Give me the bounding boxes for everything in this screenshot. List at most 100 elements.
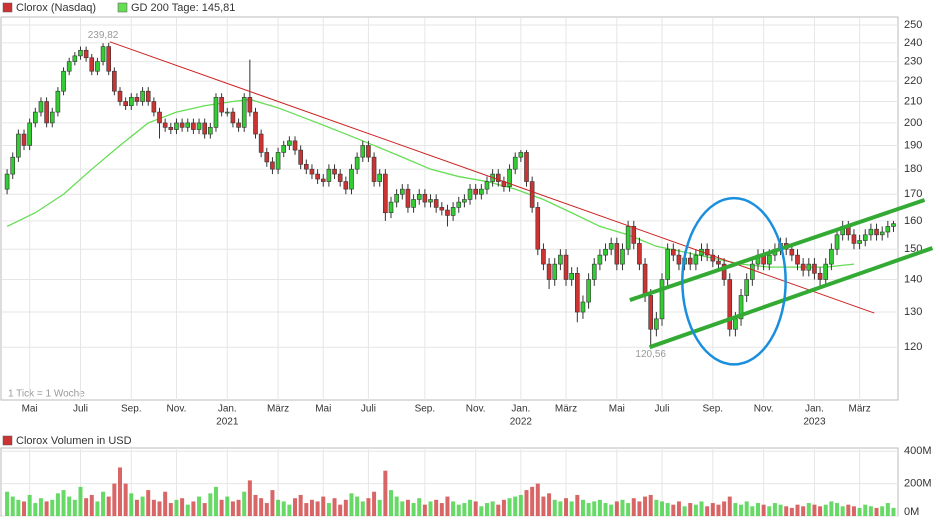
volume-bar: [846, 504, 851, 516]
volume-bar: [552, 499, 557, 516]
volume-bar: [360, 501, 365, 516]
volume-bar: [722, 501, 727, 516]
candle-body: [179, 122, 185, 128]
y-tick-label: 210: [904, 95, 922, 107]
candle-body: [394, 193, 399, 203]
volume-bar: [654, 499, 659, 516]
volume-bar: [191, 501, 196, 516]
volume-bar: [372, 491, 377, 516]
x-tick-label: Nov.: [167, 404, 187, 415]
volume-bar: [151, 499, 156, 516]
candle-body: [586, 279, 591, 303]
volume-bar: [213, 486, 218, 516]
candle-body: [4, 173, 10, 190]
volume-bar: [197, 496, 202, 516]
x-tick-label: Jan.: [805, 404, 824, 415]
tick-note: 1 Tick = 1 Woche: [8, 389, 85, 400]
candle-body: [716, 260, 721, 265]
volume-bar: [332, 498, 337, 516]
volume-bar: [112, 483, 117, 516]
candle-body: [648, 295, 654, 330]
candle-body: [637, 243, 642, 265]
candle-body: [281, 145, 287, 153]
candle-body: [377, 173, 383, 182]
candle-body: [721, 263, 727, 280]
volume-bar: [174, 499, 179, 516]
candle-body: [879, 231, 885, 236]
volume-bar: [287, 504, 292, 516]
volume-bar: [439, 503, 444, 516]
candle-body: [473, 188, 478, 195]
volume-bar: [699, 501, 704, 516]
candle-body: [789, 248, 795, 256]
volume-bar: [428, 501, 433, 516]
year-label: 2023: [803, 417, 826, 428]
volume-bar: [676, 501, 681, 516]
candle-body: [275, 152, 281, 170]
candle-body: [309, 168, 315, 175]
volume-bar: [389, 490, 394, 516]
candle-body: [575, 272, 580, 313]
candle-body: [597, 254, 603, 265]
candle-body: [535, 207, 541, 250]
candle-body: [467, 188, 473, 200]
y-tick-label: 120: [904, 341, 922, 353]
candle-body: [738, 295, 744, 320]
candle-body: [885, 226, 891, 233]
volume-bar: [208, 493, 213, 516]
volume-bar: [315, 501, 320, 516]
volume-bar: [468, 499, 473, 516]
x-tick-label: März: [848, 404, 870, 415]
volume-bar: [106, 496, 111, 516]
candle-body: [558, 254, 563, 265]
candle-body: [61, 70, 66, 92]
x-tick-label: Juli: [73, 404, 88, 415]
x-tick-label: Juli: [361, 404, 376, 415]
candle-body: [552, 263, 558, 280]
candle-body: [157, 111, 162, 124]
candle-body: [128, 97, 134, 107]
volume-bar: [660, 501, 665, 516]
volume-bar: [507, 498, 512, 516]
candle-body: [354, 156, 360, 170]
candle-body: [795, 254, 800, 265]
volume-bar: [61, 490, 66, 516]
volume-bar: [349, 493, 354, 516]
volume-bar: [10, 496, 15, 516]
candle-body: [710, 254, 716, 262]
volume-bar: [693, 504, 698, 516]
volume-bar: [648, 494, 653, 516]
volume-bar: [603, 503, 608, 516]
x-tick-label: Jan.: [218, 404, 237, 415]
candle-body: [140, 90, 145, 102]
candle-body: [315, 173, 320, 180]
volume-bar: [140, 496, 145, 516]
candle-body: [450, 207, 456, 216]
candle-body: [750, 263, 755, 280]
volume-bar: [55, 493, 60, 516]
y-tick-label: 130: [904, 306, 922, 318]
candle-body: [78, 49, 83, 57]
volume-bar: [78, 486, 83, 516]
candle-body: [422, 193, 428, 203]
volume-bar: [620, 499, 625, 516]
candle-body: [891, 223, 896, 227]
candle-body: [416, 193, 422, 200]
candle-body: [744, 279, 749, 296]
volume-bar: [264, 503, 269, 516]
candle-body: [479, 188, 484, 195]
y-tick-label: 180: [904, 163, 922, 175]
volume-bar: [117, 467, 122, 516]
candle-body: [27, 122, 32, 146]
candle-body: [665, 248, 670, 280]
candle-body: [10, 156, 16, 175]
volume-bar: [185, 504, 190, 516]
volume-bar: [338, 504, 343, 516]
extreme-label: 120,56: [635, 349, 666, 360]
candle-body: [49, 111, 55, 124]
y-tick-label: 140: [904, 273, 922, 285]
volume-bar: [761, 504, 766, 516]
volume-bar: [445, 496, 450, 516]
volume-bar: [405, 499, 410, 516]
candle-body: [236, 122, 241, 128]
